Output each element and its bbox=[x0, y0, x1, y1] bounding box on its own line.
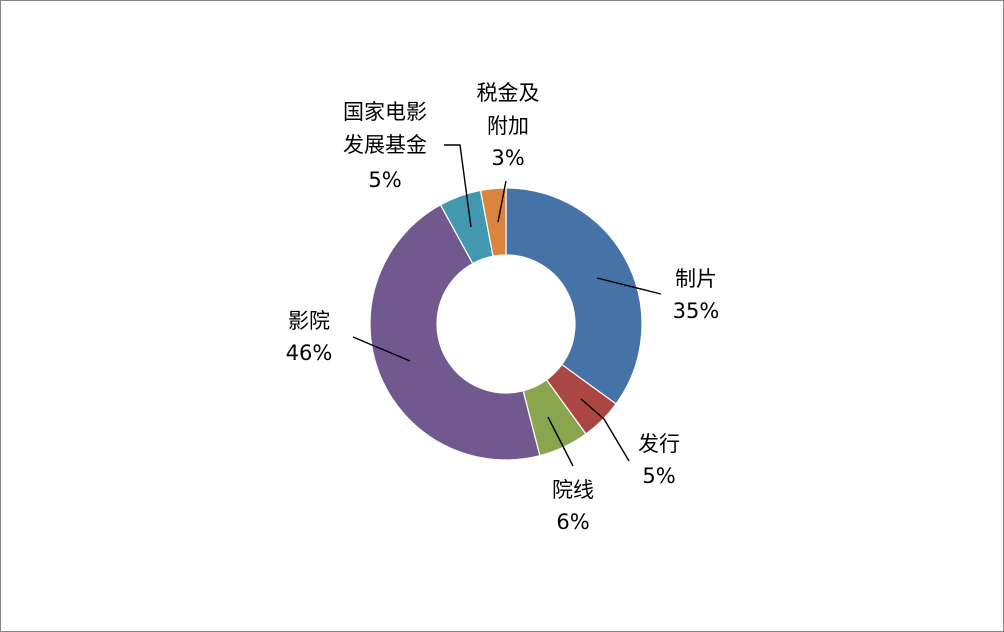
slice-category-label: 税金及附加 bbox=[477, 81, 540, 138]
donut-slice bbox=[479, 187, 507, 257]
slice-percent-label: 3% bbox=[491, 146, 524, 170]
data-labels: 制片 35% 发行 5% 院线 6% 影院 46% 国家电影发展基金 5% 税金及附加 3% bbox=[286, 81, 720, 534]
leader-lines bbox=[352, 144, 662, 467]
donut-slice bbox=[505, 187, 643, 405]
donut-slice bbox=[369, 204, 541, 461]
slices-layer bbox=[369, 187, 643, 461]
slice-category-label: 国家电影发展基金 bbox=[343, 100, 427, 157]
slice-category-label: 发行 bbox=[638, 432, 680, 456]
leader-line bbox=[596, 277, 662, 295]
leader-line bbox=[580, 398, 630, 462]
slice-category-label: 影院 bbox=[288, 309, 330, 333]
slice-percent-label: 35% bbox=[673, 299, 720, 323]
slice-percent-label: 5% bbox=[642, 464, 675, 488]
leader-line bbox=[352, 336, 411, 362]
slice-percent-label: 46% bbox=[286, 341, 333, 365]
slice-category-label: 制片 bbox=[675, 267, 717, 291]
leader-line bbox=[497, 180, 507, 223]
leader-line bbox=[547, 416, 574, 467]
leader-line bbox=[444, 144, 472, 228]
slice-category-label: 院线 bbox=[552, 478, 594, 502]
slice-percent-label: 5% bbox=[368, 168, 401, 192]
slice-percent-label: 6% bbox=[556, 510, 589, 534]
